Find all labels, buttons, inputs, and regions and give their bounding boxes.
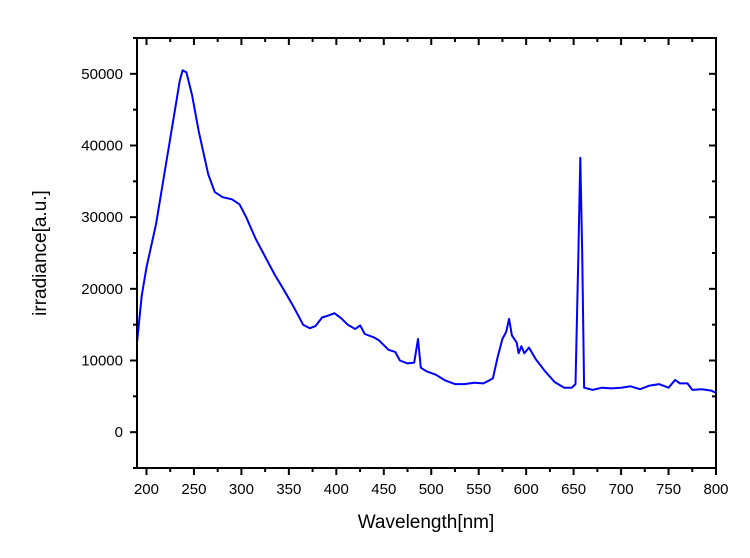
y-tick-label: 40000 <box>81 138 123 155</box>
x-axis-title: Wavelength[nm] <box>358 512 495 533</box>
x-tick-label: 350 <box>276 481 301 498</box>
y-tick-label: 20000 <box>81 281 123 298</box>
x-tick-label: 750 <box>656 481 681 498</box>
x-tick-label: 550 <box>466 481 491 498</box>
y-tick-label: 50000 <box>81 66 123 83</box>
x-tick-label: 800 <box>703 481 728 498</box>
y-axis-title: irradiance[a.u.] <box>30 190 51 316</box>
y-tick-label: 0 <box>115 424 123 441</box>
x-tick-label: 450 <box>371 481 396 498</box>
x-tick-label: 650 <box>561 481 586 498</box>
x-tick-label: 500 <box>419 481 444 498</box>
series-line-irradiance <box>136 69 717 394</box>
x-tick-label: 300 <box>229 481 254 498</box>
x-tick-label: 700 <box>609 481 634 498</box>
plot-frame <box>136 37 717 469</box>
x-tick-label: 600 <box>514 481 539 498</box>
y-tick-label: 30000 <box>81 209 123 226</box>
y-tick-label: 10000 <box>81 353 123 370</box>
x-tick-label: 200 <box>134 481 159 498</box>
x-tick-label: 250 <box>181 481 206 498</box>
x-tick-label: 400 <box>324 481 349 498</box>
